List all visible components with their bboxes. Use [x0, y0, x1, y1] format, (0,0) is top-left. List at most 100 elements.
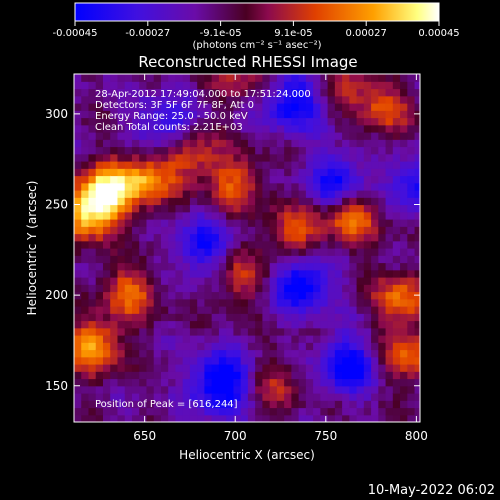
heatmap-cell — [226, 349, 235, 358]
heatmap-cell — [407, 103, 416, 111]
heatmap-cell — [102, 291, 111, 300]
heatmap-cell — [197, 219, 206, 227]
heatmap-cell — [320, 255, 329, 264]
heatmap-cell — [160, 407, 169, 416]
heatmap-cell — [247, 110, 256, 119]
heatmap-cell — [74, 190, 82, 198]
heatmap-cell — [160, 88, 169, 97]
heatmap-cell — [371, 190, 379, 198]
heatmap-cell — [153, 168, 162, 177]
heatmap-cell — [233, 219, 242, 227]
heatmap-cell — [298, 219, 307, 227]
heatmap-cell — [81, 117, 90, 126]
heatmap-cell — [168, 117, 177, 126]
heatmap-cell — [153, 110, 162, 119]
heatmap-cell — [247, 88, 256, 97]
heatmap-cell — [262, 342, 271, 351]
heatmap-cell — [102, 248, 111, 256]
heatmap-cell — [305, 356, 314, 365]
heatmap-cell — [349, 407, 358, 416]
heatmap-cell — [139, 168, 148, 177]
heatmap-cell — [226, 414, 235, 422]
heatmap-cell — [313, 168, 321, 177]
heatmap-cell — [255, 291, 263, 300]
heatmap-cell — [218, 262, 227, 271]
heatmap-cell — [204, 342, 213, 351]
heatmap-cell — [400, 255, 408, 264]
heatmap-cell — [371, 327, 379, 336]
heatmap-cell — [153, 74, 162, 82]
heatmap-cell — [175, 124, 184, 133]
heatmap-cell — [81, 240, 90, 249]
heatmap-cell — [298, 146, 307, 155]
heatmap-cell — [74, 407, 82, 416]
heatmap-cell — [276, 190, 285, 198]
heatmap-cell — [160, 342, 169, 351]
heatmap-cell — [102, 378, 111, 387]
heatmap-cell — [407, 226, 416, 235]
heatmap-cell — [175, 204, 184, 213]
heatmap-cell — [276, 356, 285, 365]
heatmap-cell — [291, 400, 300, 409]
heatmap-cell — [291, 320, 300, 329]
heatmap-cell — [131, 182, 140, 191]
heatmap-cell — [334, 313, 343, 322]
heatmap-cell — [284, 255, 292, 264]
heatmap-cell — [81, 262, 90, 271]
heatmap-cell — [124, 182, 133, 191]
heatmap-cell — [95, 124, 104, 133]
heatmap-cell — [131, 132, 140, 140]
heatmap-cell — [262, 233, 271, 242]
heatmap-cell — [95, 146, 104, 155]
heatmap-cell — [320, 146, 329, 155]
heatmap-cell — [298, 400, 307, 409]
heatmap-cell — [110, 385, 119, 394]
heatmap-cell — [313, 277, 321, 285]
heatmap-cell — [117, 364, 126, 372]
heatmap-cell — [334, 385, 343, 394]
heatmap-cell — [240, 255, 249, 264]
heatmap-cell — [334, 400, 343, 409]
heatmap-cell — [247, 378, 256, 387]
heatmap-cell — [371, 414, 379, 422]
heatmap-cell — [218, 269, 227, 278]
heatmap-cell — [392, 248, 401, 256]
heatmap-cell — [189, 313, 198, 322]
heatmap-cell — [378, 240, 387, 249]
heatmap-cell — [255, 139, 263, 148]
heatmap-cell — [102, 306, 111, 314]
heatmap-cell — [240, 146, 249, 155]
heatmap-cell — [349, 240, 358, 249]
heatmap-cell — [371, 139, 379, 148]
heatmap-cell — [81, 320, 90, 329]
heatmap-cell — [160, 385, 169, 394]
heatmap-cell — [139, 364, 148, 372]
info-line: Detectors: 3F 5F 6F 7F 8F, Att 0 — [95, 100, 254, 111]
heatmap-cell — [95, 190, 104, 198]
heatmap-cell — [81, 168, 90, 177]
heatmap-cell — [233, 291, 242, 300]
heatmap-cell — [371, 117, 379, 126]
heatmap-cell — [182, 190, 191, 198]
heatmap-cell — [175, 117, 184, 126]
heatmap-cell — [378, 74, 387, 82]
heatmap-cell — [363, 74, 372, 82]
heatmap-cell — [233, 277, 242, 285]
heatmap-cell — [95, 327, 104, 336]
heatmap-cell — [218, 335, 227, 343]
heatmap-cell — [284, 197, 292, 206]
heatmap-cell — [414, 400, 420, 409]
heatmap-cell — [407, 284, 416, 293]
heatmap-cell — [342, 117, 350, 126]
heatmap-cell — [124, 320, 133, 329]
heatmap-cell — [124, 378, 133, 387]
heatmap-cell — [305, 248, 314, 256]
heatmap-cell — [95, 400, 104, 409]
heatmap-cell — [276, 400, 285, 409]
heatmap-cell — [240, 190, 249, 198]
heatmap-cell — [226, 277, 235, 285]
heatmap-cell — [131, 219, 140, 227]
heatmap-cell — [160, 110, 169, 119]
heatmap-cell — [74, 342, 82, 351]
heatmap-cell — [262, 226, 271, 235]
